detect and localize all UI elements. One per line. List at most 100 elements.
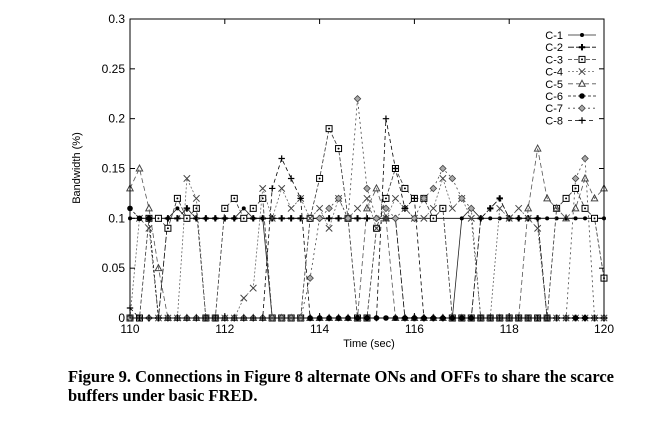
data-point: [534, 224, 542, 232]
series-line: [130, 127, 605, 319]
data-point: [515, 215, 522, 222]
data-point: [269, 185, 276, 192]
data-point: [154, 263, 163, 272]
data-point: [524, 214, 532, 222]
data-point: [362, 203, 372, 212]
legend-marker: [578, 104, 586, 112]
data-point: [259, 215, 266, 222]
data-point: [554, 216, 559, 221]
data-point: [562, 194, 570, 202]
legend-label: C-3: [545, 54, 563, 66]
data-point: [316, 204, 324, 212]
data-point: [533, 144, 542, 152]
data-point: [571, 174, 580, 183]
data-point: [164, 215, 172, 222]
y-tick-label: 0.1: [108, 211, 125, 225]
data-point: [174, 215, 181, 222]
data-point: [259, 184, 267, 192]
data-point: [391, 194, 399, 202]
data-point: [524, 203, 533, 212]
legend-entry: C-3: [545, 54, 596, 66]
data-point: [382, 204, 390, 213]
legend-label: C-1: [545, 30, 563, 42]
data-point: [240, 214, 248, 222]
data-point: [192, 204, 200, 212]
data-point: [448, 174, 457, 183]
x-tick-label: 112: [215, 322, 234, 336]
data-point: [382, 115, 390, 122]
data-point: [429, 214, 437, 222]
series-line: [129, 148, 605, 319]
data-point: [325, 215, 333, 222]
legend-entry: C-4: [545, 67, 596, 79]
legend-marker: [578, 44, 586, 51]
data-point: [382, 194, 390, 202]
data-point: [487, 205, 494, 212]
data-point: [231, 215, 238, 222]
x-tick-label: 116: [405, 322, 424, 336]
data-point: [145, 224, 153, 232]
data-point: [335, 215, 342, 222]
legend-marker: [578, 55, 586, 63]
data-point: [175, 206, 180, 211]
data-point: [591, 214, 599, 222]
data-point: [230, 194, 238, 202]
data-point: [287, 215, 295, 222]
data-point: [306, 214, 314, 222]
legend-label: C-4: [545, 67, 563, 79]
data-point: [545, 216, 550, 221]
plot-frame: [129, 18, 605, 319]
data-point: [372, 224, 381, 232]
data-point: [335, 145, 343, 153]
data-point: [202, 215, 210, 222]
legend-marker: [578, 68, 586, 76]
data-point: [334, 194, 343, 203]
series-c-1: [128, 206, 606, 320]
data-point: [496, 204, 504, 212]
data-point: [439, 204, 447, 212]
data-point: [297, 215, 304, 222]
data-point: [420, 194, 428, 203]
data-point: [429, 184, 438, 193]
data-point: [221, 215, 228, 222]
legend-marker: [577, 79, 587, 87]
legend-label: C-5: [545, 79, 563, 91]
data-point: [278, 184, 286, 192]
data-point: [572, 184, 580, 192]
data-point: [363, 194, 371, 202]
legend-label: C-2: [545, 42, 563, 54]
data-point: [583, 216, 588, 221]
data-point: [297, 195, 304, 202]
legend-entry: C-2: [545, 42, 596, 54]
data-point: [316, 174, 324, 182]
data-point: [581, 204, 589, 212]
data-point: [448, 204, 456, 212]
y-axis-label: Bandwidth (%): [71, 132, 83, 204]
series-c-2: [126, 195, 608, 322]
data-point: [173, 194, 181, 202]
data-point: [325, 204, 333, 213]
data-point: [154, 214, 162, 222]
legend-entry: C-5: [545, 79, 596, 91]
figure-caption: Figure 9. Connections in Figure 8 altern…: [68, 367, 614, 405]
data-point: [590, 193, 599, 202]
data-point: [496, 195, 503, 202]
data-point: [429, 204, 437, 212]
data-point: [372, 214, 381, 223]
x-axis-label: Time (sec): [343, 338, 395, 350]
data-point: [458, 194, 466, 203]
legend-entry: C-1: [545, 30, 596, 42]
data-point: [306, 274, 314, 282]
legend-label: C-7: [545, 103, 563, 115]
y-tick-label: 0: [118, 311, 125, 325]
data-point: [392, 165, 399, 172]
data-point: [146, 215, 152, 222]
data-point: [488, 216, 493, 221]
data-point: [363, 215, 371, 222]
y-tick-label: 0.2: [108, 112, 125, 126]
data-point: [192, 194, 200, 202]
data-point: [439, 164, 447, 173]
data-point: [581, 154, 589, 163]
legend-marker: [580, 33, 584, 37]
legend-marker: [578, 117, 586, 124]
